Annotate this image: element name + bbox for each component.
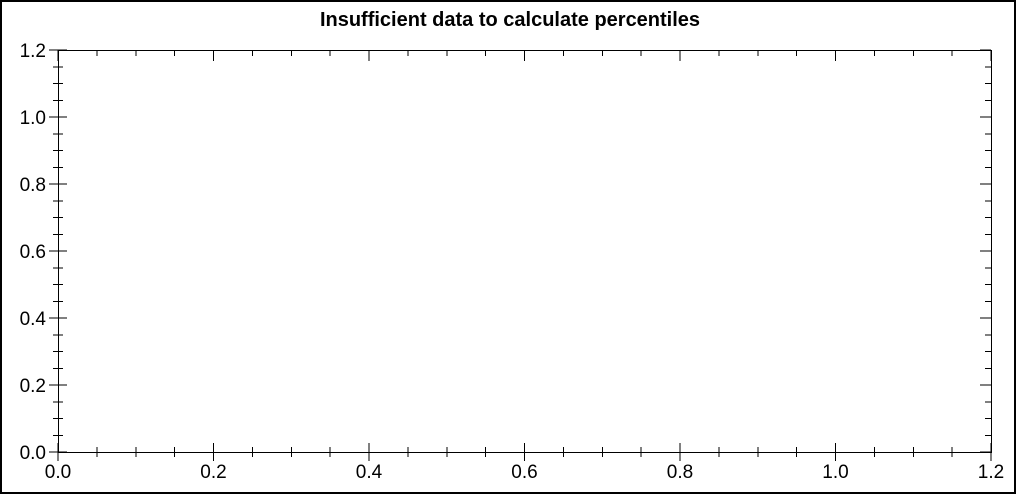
- y-tick-label: 0.4: [20, 309, 47, 330]
- x-tick-label: 0.2: [200, 462, 226, 483]
- x-tick-label: 0.6: [511, 462, 537, 483]
- x-tick-label: 1.2: [978, 462, 1004, 483]
- plot-frame: [58, 50, 992, 453]
- x-tick-label: 0.4: [356, 462, 383, 483]
- x-tick-label: 1.0: [822, 462, 848, 483]
- y-tick-label: 0.0: [20, 443, 46, 464]
- x-tick-label: 0.8: [667, 462, 693, 483]
- y-tick-label: 1.0: [20, 108, 46, 129]
- y-tick-label: 0.8: [20, 175, 46, 196]
- y-tick-label: 0.2: [20, 376, 46, 397]
- x-tick-label: 0.0: [45, 462, 71, 483]
- y-tick-label: 1.2: [20, 41, 46, 62]
- y-tick-label: 0.6: [20, 242, 46, 263]
- chart-title: Insufficient data to calculate percentil…: [319, 9, 701, 31]
